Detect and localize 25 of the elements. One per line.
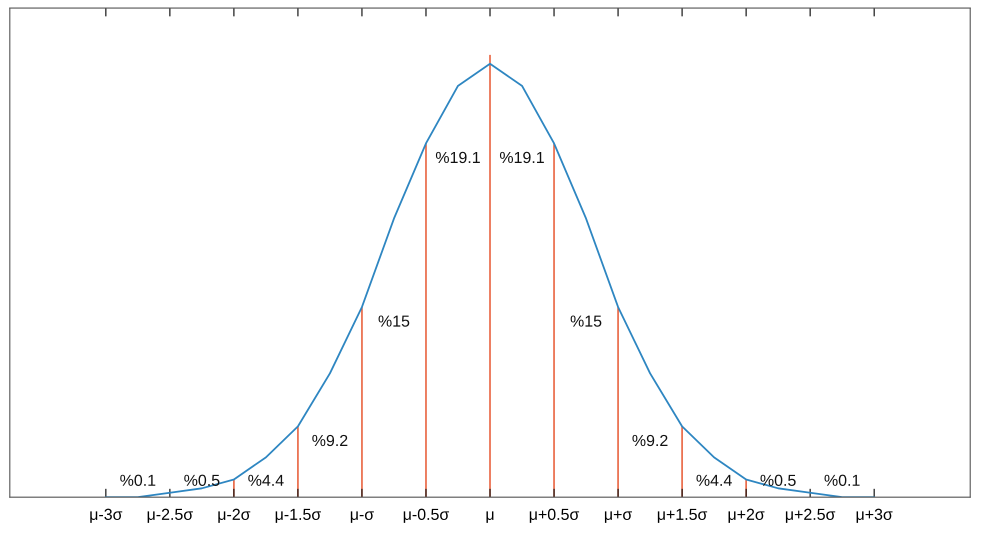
x-tick-label: μ+σ bbox=[604, 510, 632, 523]
annotation: %4.4 bbox=[696, 474, 732, 486]
x-tick-label: μ-σ bbox=[350, 511, 374, 523]
annotation: %15 bbox=[570, 316, 602, 327]
x-tick-label: μ+2.5σ bbox=[786, 508, 836, 523]
x-tick-label: μ bbox=[486, 511, 494, 523]
x-tick-label: μ+2σ bbox=[728, 508, 765, 523]
x-tick-label: μ+1.5σ bbox=[658, 508, 708, 523]
annotation: %4.4 bbox=[248, 474, 284, 486]
annotation: %9.2 bbox=[312, 434, 348, 446]
x-tick-label: μ-3σ bbox=[90, 508, 122, 523]
annotation: %0.1 bbox=[824, 474, 860, 486]
x-tick-label: μ-0.5σ bbox=[404, 508, 450, 523]
x-tick-label: μ-2.5σ bbox=[148, 508, 193, 523]
x-tick-label: μ+0.5σ bbox=[530, 508, 580, 523]
annotation: %19.1 bbox=[436, 152, 480, 164]
x-tick-label: μ+3σ bbox=[856, 508, 893, 523]
annotation: %0.5 bbox=[184, 474, 220, 486]
annotation: %19.1 bbox=[500, 152, 544, 164]
x-tick-label: μ-1.5σ bbox=[276, 508, 321, 523]
x-tick-label: μ-2σ bbox=[218, 508, 250, 523]
annotation: %9.2 bbox=[632, 434, 668, 446]
annotation: %0.1 bbox=[120, 474, 156, 486]
annotation: %0.5 bbox=[760, 474, 796, 486]
annotation: %15 bbox=[378, 316, 410, 327]
